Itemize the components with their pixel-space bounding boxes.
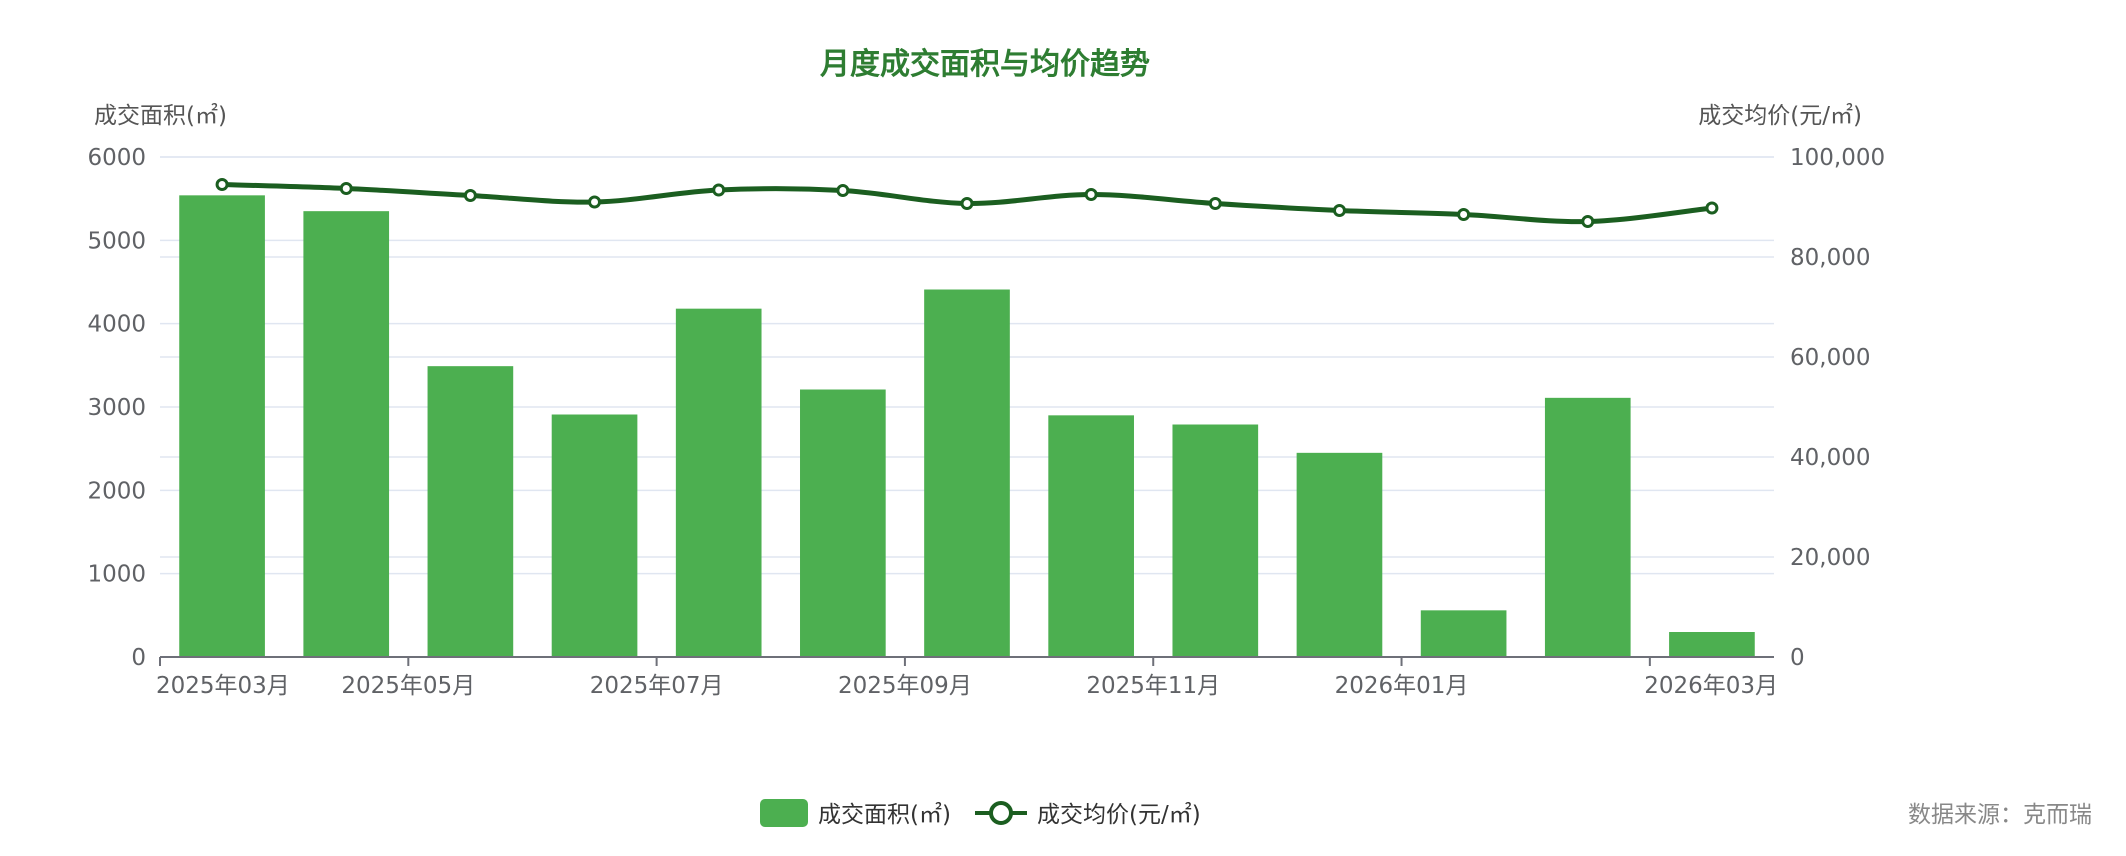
bar <box>800 389 886 657</box>
left-axis-tick-label: 0 <box>131 645 146 671</box>
right-axis-tick-label: 20,000 <box>1790 545 1870 571</box>
right-axis-ticks: 0 20,000 40,000 60,000 80,000 100,000 <box>1790 145 1885 671</box>
bar <box>1420 610 1507 657</box>
x-axis-tick-label: 2025年07月 <box>590 673 724 699</box>
data-source-note: 数据来源：克而瑞 <box>1908 802 2092 828</box>
chart-title: 月度成交面积与均价趋势 <box>820 47 1150 82</box>
price-point <box>1084 188 1098 201</box>
bar <box>675 308 762 657</box>
left-axis-tick-label: 3000 <box>87 395 146 421</box>
price-point <box>1332 204 1346 217</box>
price-point <box>712 183 726 197</box>
price-point <box>1705 201 1719 215</box>
right-axis-title: 成交均价(元/㎡) <box>1698 103 1862 129</box>
right-axis-tick-label: 0 <box>1790 645 1805 671</box>
left-axis-tick-label: 5000 <box>87 228 146 254</box>
x-axis-ticks: 2025年03月 2025年05月 2025年07月 2025年09月 2025年11月… <box>156 657 1778 699</box>
bar <box>1669 632 1755 657</box>
bar <box>1296 452 1383 657</box>
legend-bar-swatch[interactable] <box>760 799 808 827</box>
bar <box>1544 397 1631 657</box>
left-axis-title: 成交面积(㎡) <box>94 103 227 129</box>
bar-series <box>179 195 1755 658</box>
x-axis-tick-label: 2025年03月 <box>156 673 290 699</box>
legend-bar-label[interactable]: 成交面积(㎡) <box>818 802 951 828</box>
price-point <box>339 182 353 195</box>
price-point <box>463 189 477 202</box>
left-axis-tick-label: 6000 <box>87 145 146 171</box>
x-axis-tick-label: 2025年11月 <box>1086 673 1220 699</box>
price-point <box>836 184 850 197</box>
bar <box>179 195 265 658</box>
x-axis-tick-label: 2026年03月 <box>1644 673 1778 699</box>
legend-line-marker[interactable] <box>989 801 1013 825</box>
x-axis-tick-label: 2025年09月 <box>838 673 972 699</box>
bar <box>924 289 1010 657</box>
bar <box>551 414 638 657</box>
price-point <box>1457 208 1471 221</box>
bar <box>1048 415 1134 657</box>
right-axis-tick-label: 60,000 <box>1790 345 1870 371</box>
right-axis-tick-label: 80,000 <box>1790 245 1870 271</box>
left-axis-tick-label: 4000 <box>87 312 146 338</box>
x-axis-tick-label: 2026年01月 <box>1335 673 1469 699</box>
legend-line-label[interactable]: 成交均价(元/㎡) <box>1037 802 1201 828</box>
price-point <box>1208 197 1222 210</box>
bar <box>1172 424 1259 657</box>
left-axis-tick-label: 1000 <box>87 562 146 588</box>
left-axis-tick-label: 2000 <box>87 478 146 504</box>
price-point <box>1581 215 1595 228</box>
bar <box>427 366 514 657</box>
price-point <box>588 195 602 209</box>
right-axis-tick-label: 100,000 <box>1790 145 1885 171</box>
price-point <box>215 178 229 191</box>
price-point <box>960 197 974 210</box>
line-series <box>215 178 1719 228</box>
right-axis-tick-label: 40,000 <box>1790 445 1870 471</box>
legend[interactable]: 成交面积(㎡) 成交均价(元/㎡) <box>760 799 1201 828</box>
x-axis-tick-label: 2025年05月 <box>341 673 475 699</box>
bar <box>303 211 390 657</box>
left-axis-ticks: 0 1000 2000 3000 4000 5000 6000 <box>87 145 146 671</box>
